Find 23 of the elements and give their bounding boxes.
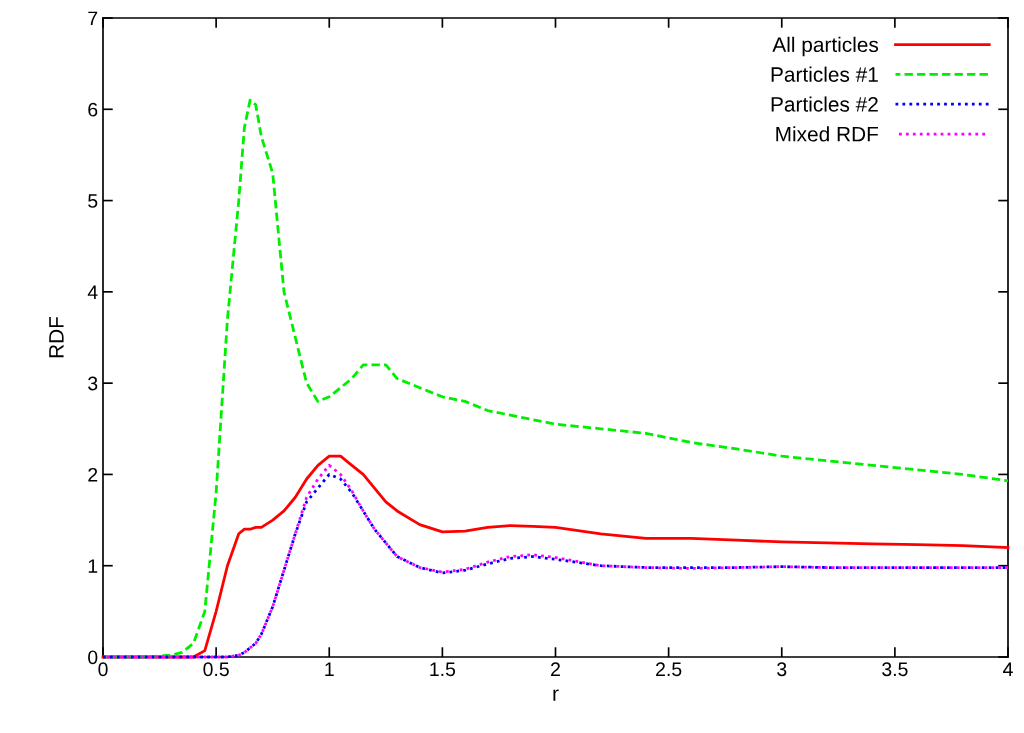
x-tick-label: 0.5 <box>203 662 229 677</box>
y-tick-label: 7 <box>88 11 98 26</box>
y-tick-label: 5 <box>88 194 98 208</box>
x-tick-label: 2.5 <box>656 662 682 677</box>
legend-label: Mixed RDF <box>776 126 878 142</box>
x-tick-label: 3 <box>777 662 787 677</box>
legend-label: All particles <box>772 36 879 57</box>
x-tick-label: 4 <box>1003 662 1013 676</box>
y-axis-title: RDF <box>49 316 64 358</box>
y-tick-label: 6 <box>88 102 98 117</box>
y-tick-label: 0 <box>88 650 98 665</box>
y-tick-label: 4 <box>87 285 98 299</box>
legend-label: Particles #1 <box>771 66 878 82</box>
x-tick-label: 1.5 <box>430 662 456 677</box>
y-tick-label: 3 <box>88 376 98 391</box>
legend-label: Particles #2 <box>771 96 878 112</box>
x-tick-label: 0 <box>98 662 108 677</box>
y-tick-label: 2 <box>88 467 98 482</box>
y-tick-label: 1 <box>88 559 98 573</box>
x-tick-label: 1 <box>325 662 334 676</box>
x-tick-label: 2 <box>551 662 560 676</box>
x-tick-label: 3.5 <box>882 662 908 677</box>
x-axis-title: r <box>553 689 559 701</box>
